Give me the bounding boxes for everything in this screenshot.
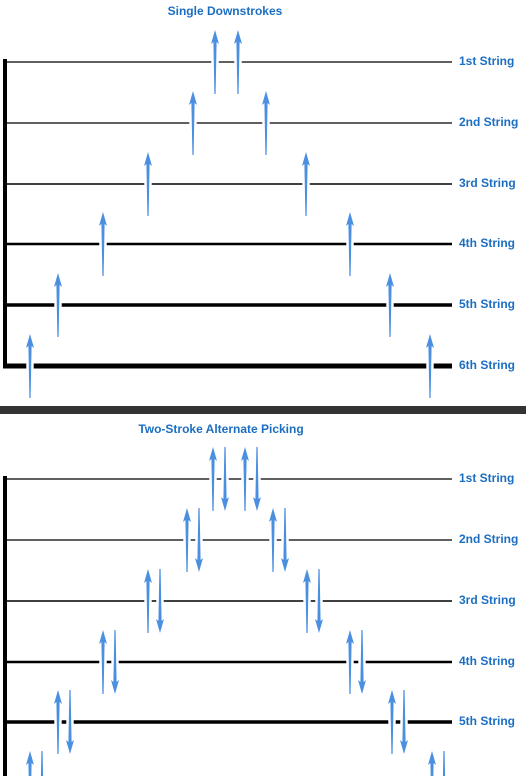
upstroke-arrow [186,88,200,158]
downstroke-arrow [153,566,167,636]
string-label: 3rd String [459,593,516,607]
downstroke-arrow [278,505,292,575]
downstroke-arrow [38,748,46,776]
upstroke-arrow [383,270,397,340]
upstroke-arrow [141,149,155,219]
downstroke-arrow [250,444,264,514]
upstroke-arrow [259,88,273,158]
upstroke-arrow [423,331,437,401]
downstroke-arrow [397,687,411,757]
downstroke-arrow [355,627,369,697]
upstroke-arrow [180,505,194,575]
upstroke-arrow [51,687,65,757]
downstroke-arrow [440,748,448,776]
upstroke-arrow [299,149,313,219]
upstroke-arrow [343,627,357,697]
string-label: 4th String [459,654,515,668]
upstroke-arrow [266,505,280,575]
downstroke-arrow [63,687,77,757]
string-label: 4th String [459,236,515,250]
upstroke-arrow [23,748,37,776]
downstroke-arrow [108,627,122,697]
panel-title: Two-Stroke Alternate Picking [138,422,303,436]
panel-title: Single Downstrokes [168,4,283,18]
string-label: 5th String [459,714,515,728]
string-label: 1st String [459,54,514,68]
string-bar [3,476,7,776]
upstroke-arrow [300,566,314,636]
string-label: 1st String [459,471,514,485]
upstroke-arrow [96,627,110,697]
string-bar [3,59,7,368]
upstroke-arrow [343,209,357,279]
upstroke-arrow [141,566,155,636]
string-label: 6th String [459,358,515,372]
upstroke-arrow [208,27,222,97]
string-label: 5th String [459,297,515,311]
downstroke-arrow [312,566,326,636]
upstroke-arrow [96,209,110,279]
upstroke-arrow [206,444,220,514]
string-label: 2nd String [459,115,518,129]
separator [0,406,526,414]
string-label: 2nd String [459,532,518,546]
upstroke-arrow [238,444,252,514]
upstroke-arrow [231,27,245,97]
downstroke-arrow [192,505,206,575]
upstroke-arrow [385,687,399,757]
upstroke-arrow [51,270,65,340]
string-label: 3rd String [459,176,516,190]
downstroke-arrow [218,444,232,514]
upstroke-arrow [23,331,37,401]
upstroke-arrow [425,748,439,776]
